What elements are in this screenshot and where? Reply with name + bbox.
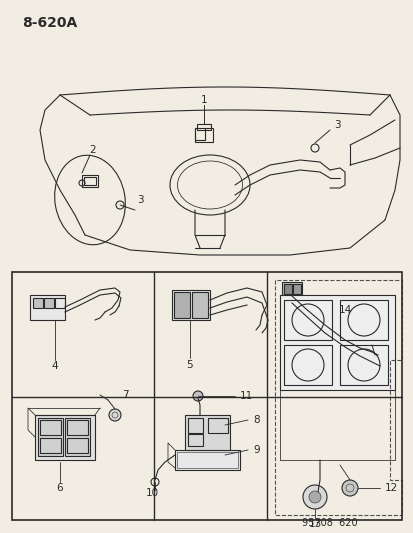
Bar bbox=[12, 272, 401, 520]
Bar bbox=[195, 128, 212, 142]
Bar bbox=[38, 418, 63, 456]
Bar bbox=[207, 418, 228, 433]
Text: 8: 8 bbox=[252, 415, 259, 425]
Text: 12: 12 bbox=[384, 483, 397, 493]
Circle shape bbox=[308, 491, 320, 503]
Text: 14: 14 bbox=[337, 305, 351, 315]
Text: 2: 2 bbox=[90, 145, 96, 155]
Text: 10: 10 bbox=[145, 488, 158, 498]
Bar bbox=[177, 452, 237, 468]
Text: 9: 9 bbox=[252, 445, 259, 455]
Bar bbox=[283, 284, 291, 294]
Bar bbox=[40, 420, 61, 435]
Bar bbox=[175, 450, 240, 470]
Circle shape bbox=[109, 409, 121, 421]
Text: 95708  620: 95708 620 bbox=[301, 518, 357, 528]
Text: 3: 3 bbox=[136, 195, 143, 205]
Circle shape bbox=[302, 485, 326, 509]
Circle shape bbox=[192, 391, 202, 401]
Bar bbox=[279, 295, 394, 390]
Text: 13: 13 bbox=[308, 519, 321, 529]
Text: 4: 4 bbox=[52, 361, 58, 371]
Bar bbox=[339, 300, 387, 340]
Text: 5: 5 bbox=[186, 360, 193, 370]
Bar bbox=[84, 177, 96, 185]
Bar bbox=[82, 175, 98, 187]
Bar bbox=[188, 434, 202, 446]
Bar bbox=[67, 420, 88, 435]
Bar bbox=[283, 345, 331, 385]
Bar bbox=[65, 418, 90, 456]
Bar bbox=[188, 418, 202, 433]
Text: 7: 7 bbox=[121, 390, 128, 400]
Bar bbox=[30, 295, 65, 320]
Bar bbox=[185, 415, 230, 450]
Bar bbox=[192, 292, 207, 318]
Bar bbox=[339, 345, 387, 385]
Text: 1: 1 bbox=[200, 95, 207, 105]
Bar bbox=[292, 284, 300, 294]
Text: 3: 3 bbox=[333, 120, 339, 130]
Text: 8-620A: 8-620A bbox=[22, 16, 77, 30]
Bar bbox=[67, 438, 88, 453]
Bar bbox=[171, 290, 209, 320]
Bar bbox=[40, 438, 61, 453]
Bar bbox=[283, 300, 331, 340]
Bar bbox=[173, 292, 190, 318]
Bar bbox=[197, 124, 211, 130]
Text: 11: 11 bbox=[240, 391, 253, 401]
Circle shape bbox=[372, 355, 388, 371]
Bar bbox=[35, 415, 95, 460]
Circle shape bbox=[341, 480, 357, 496]
Bar bbox=[33, 298, 43, 308]
Bar bbox=[55, 298, 65, 308]
Bar bbox=[281, 282, 301, 296]
Bar bbox=[44, 298, 54, 308]
Text: 6: 6 bbox=[57, 483, 63, 493]
